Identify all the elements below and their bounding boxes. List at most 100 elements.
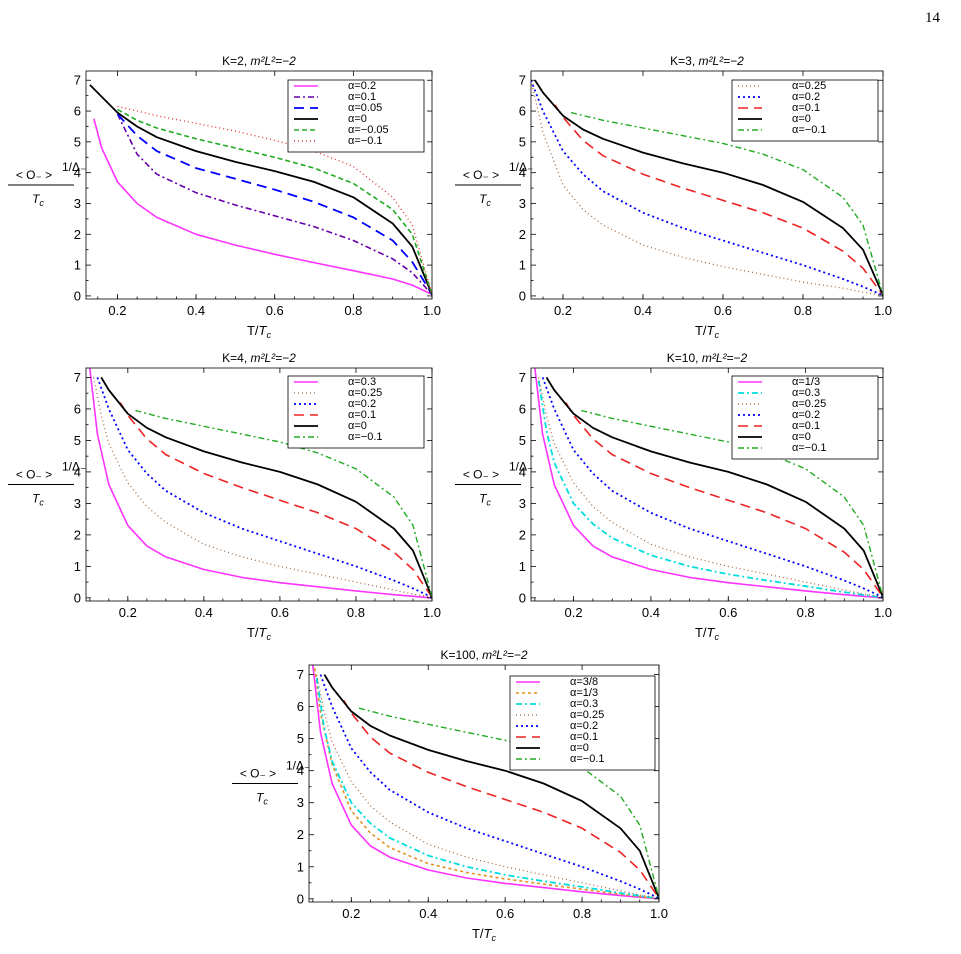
x-tick-label: 0.4 xyxy=(187,303,205,318)
title-plain: K=3, xyxy=(670,54,698,68)
y-tick-label: 3 xyxy=(74,496,81,511)
y-tick-label: 0 xyxy=(297,891,304,906)
y-tick-label: 2 xyxy=(519,527,526,542)
x-tick-label: 0.8 xyxy=(797,605,815,620)
y-tick-label: 3 xyxy=(519,496,526,511)
y-tick-label: 5 xyxy=(519,134,526,149)
chart-title: K=3, m²L²=−2 xyxy=(670,54,744,68)
y-tick-label: 5 xyxy=(519,433,526,448)
legend-label: α=0.2 xyxy=(348,80,376,92)
y-axis-label-numerator: < O₋ > xyxy=(16,468,52,482)
legend-box xyxy=(287,375,425,449)
y-tick-label: 1 xyxy=(297,859,304,874)
y-axis-label-denominator: Tc xyxy=(256,791,268,807)
legend-label: α=0.1 xyxy=(570,731,598,743)
y-tick-label: 2 xyxy=(519,227,526,242)
chart-title: K=100, m²L²=−2 xyxy=(440,648,527,662)
legend-label: α=0 xyxy=(348,113,367,125)
y-tick-label: 6 xyxy=(519,104,526,119)
legend-label: α=0.3 xyxy=(348,376,376,388)
series-group xyxy=(89,84,432,296)
y-axis-label-numerator: < O₋ > xyxy=(16,168,52,182)
x-tick-label: 0.6 xyxy=(266,303,284,318)
y-tick-label: 3 xyxy=(74,196,81,211)
legend-label: α=−0.1 xyxy=(348,135,383,147)
series-line-3 xyxy=(116,113,432,295)
y-axis-label-denominator: Tc xyxy=(479,492,491,508)
legend-label: α=−0.1 xyxy=(348,431,383,443)
legend-label: α=0.3 xyxy=(570,698,598,710)
legend-box xyxy=(731,79,879,142)
legend-label: α=−0.1 xyxy=(570,753,605,765)
y-tick-label: 6 xyxy=(74,401,81,416)
page-number: 14 xyxy=(925,10,940,26)
legend-box xyxy=(731,375,879,460)
x-tick-label: 1.0 xyxy=(423,605,441,620)
legend-label: α=−0.05 xyxy=(348,124,389,136)
y-axis-label-exponent: 1/Δ₋ xyxy=(62,160,86,174)
series-line-4 xyxy=(119,402,432,598)
y-tick-label: 3 xyxy=(519,196,526,211)
legend-label: α=0 xyxy=(348,420,367,432)
y-tick-label: 6 xyxy=(519,401,526,416)
x-axis-label: T/Tc xyxy=(247,323,272,340)
title-plain: K=10, xyxy=(667,351,702,365)
y-axis-label-denominator: Tc xyxy=(32,192,44,208)
y-axis-label-denominator: Tc xyxy=(479,192,491,208)
x-tick-label: 0.6 xyxy=(496,906,514,921)
plot-frame xyxy=(308,664,660,903)
y-tick-label: 7 xyxy=(297,667,304,682)
legend-box xyxy=(509,675,656,771)
chart-panel-2: K=3, m²L²=−2 0.2 0.4 0.6 0.8 1.0 0 1 2 3 4 5 6 7 T/Tc <… xyxy=(455,54,892,340)
series-line-5 xyxy=(565,402,883,598)
y-tick-label: 5 xyxy=(74,134,81,149)
x-tick-label: 0.8 xyxy=(794,303,812,318)
y-tick-label: 3 xyxy=(297,795,304,810)
y-tick-label: 6 xyxy=(297,699,304,714)
y-tick-label: 0 xyxy=(74,288,81,303)
title-math: m²L²=−2 xyxy=(702,351,748,365)
y-axis-label-numerator: < O₋ > xyxy=(463,168,499,182)
title-math: m²L²=−2 xyxy=(482,648,528,662)
series-line-4 xyxy=(541,377,883,599)
x-axis-label: T/Tc xyxy=(695,323,720,340)
y-tick-label: 7 xyxy=(74,73,81,88)
y-tick-label: 2 xyxy=(297,827,304,842)
chart-title: K=2, m²L²=−2 xyxy=(222,54,296,68)
y-axis-label-numerator: < O₋ > xyxy=(463,468,499,482)
x-tick-label: 1.0 xyxy=(650,906,668,921)
legend-label: α=0.1 xyxy=(792,420,820,432)
series-group xyxy=(89,368,432,599)
y-tick-label: 0 xyxy=(519,288,526,303)
series-line-5 xyxy=(117,108,432,295)
series-line-4 xyxy=(316,674,659,899)
x-tick-label: 1.0 xyxy=(874,303,892,318)
x-tick-label: 0.2 xyxy=(342,906,360,921)
y-tick-label: 1 xyxy=(74,559,81,574)
y-tick-label: 7 xyxy=(74,370,81,385)
plot-frame xyxy=(530,70,884,300)
x-axis-label: T/Tc xyxy=(472,926,497,943)
x-tick-label: 0.4 xyxy=(419,906,437,921)
series-line-1 xyxy=(531,80,883,296)
title-math: m²L²=−2 xyxy=(699,54,745,68)
x-tick-label: 0.2 xyxy=(108,303,126,318)
y-axis-label-exponent: 1/Δ₋ xyxy=(509,160,533,174)
chart-panel-4: K=10, m²L²=−2 0.2 0.4 0.6 0.8 1.0 0 1 2 3 4 5 6 7 T/Tc… xyxy=(455,351,892,642)
legend-label: α=0.2 xyxy=(570,720,598,732)
x-tick-label: 0.4 xyxy=(634,303,652,318)
series-line-1 xyxy=(93,118,432,296)
title-math: m²L²=−2 xyxy=(251,54,297,68)
legend-label: α=0.25 xyxy=(570,709,604,721)
chart-panel-5: K=100, m²L²=−2 0.2 0.4 0.6 0.8 1.0 0 1 2 3 4 5 6 7 T/T… xyxy=(232,648,668,943)
x-tick-label: 0.8 xyxy=(573,906,591,921)
y-axis-label-exponent: 1/Δ₋ xyxy=(509,460,533,474)
series-line-2 xyxy=(537,380,883,599)
y-tick-label: 4 xyxy=(74,165,81,180)
y-tick-label: 7 xyxy=(519,370,526,385)
legend-label: α=1/3 xyxy=(792,376,820,388)
series-line-7 xyxy=(323,674,659,899)
y-tick-label: 5 xyxy=(74,433,81,448)
legend-label: α=0 xyxy=(570,742,589,754)
legend-label: α=3/8 xyxy=(570,676,598,688)
